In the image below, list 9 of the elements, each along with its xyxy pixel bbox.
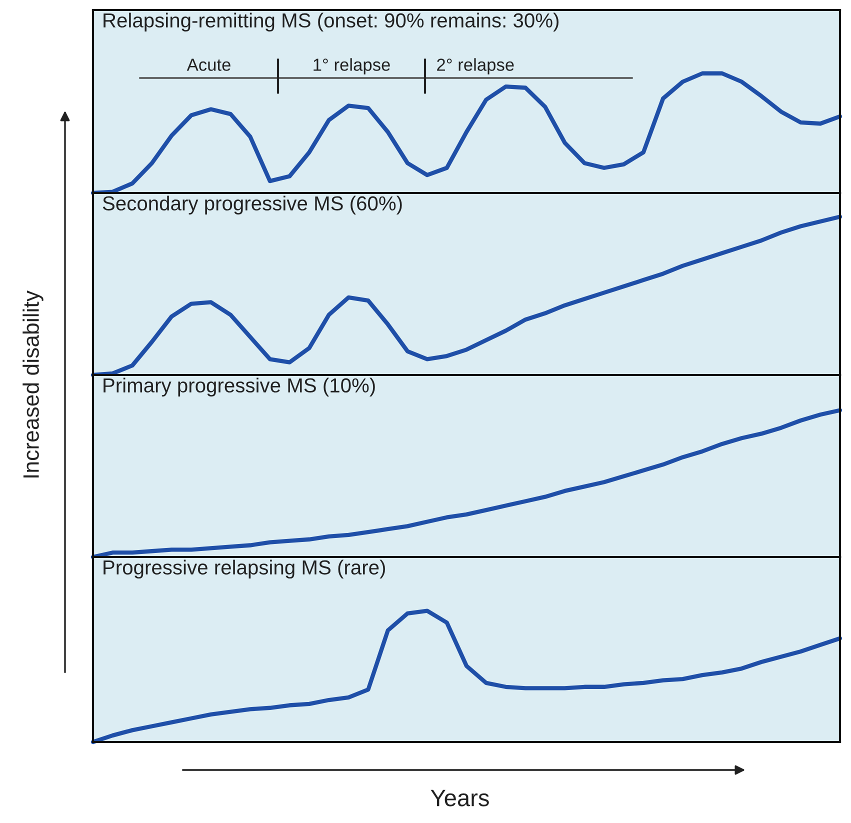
annotation: 2° relapse bbox=[437, 58, 514, 74]
x-axis-title: Years bbox=[430, 790, 489, 806]
text: Acute bbox=[186, 58, 230, 71]
y-axis-title: Increased disability bbox=[22, 290, 44, 478]
chart-title: Relapsing-remitting MS (onset: 90% remains: 30%) bbox=[104, 12, 558, 32]
chart-title: Progressive relapsing MS (rare) bbox=[104, 560, 385, 579]
chart-title: Secondary progressive MS (60%) bbox=[102, 196, 402, 215]
annotation: 1° relapse bbox=[314, 58, 390, 74]
chart-title: Primary progressive MS (10%) bbox=[104, 378, 375, 397]
